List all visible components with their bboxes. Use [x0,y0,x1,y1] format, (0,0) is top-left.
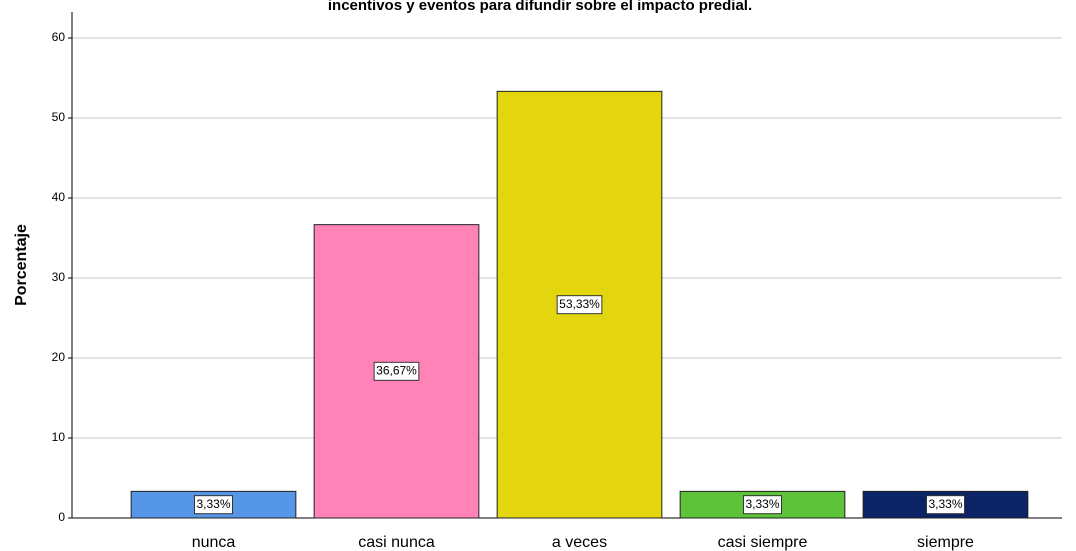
x-tick-label: a veces [552,534,607,551]
x-tick-label: casi siempre [718,534,808,551]
x-tick-label: nunca [192,534,236,551]
value-label: 3,33% [196,497,230,511]
x-tick-label: siempre [917,534,974,551]
value-label-box [742,495,783,515]
value-label: 3,33% [928,497,962,511]
value-label: 3,33% [745,497,779,511]
y-tick-label: 60 [52,30,66,44]
value-label: 36,67% [376,363,417,377]
y-tick-label: 10 [52,430,66,444]
y-tick-label: 30 [52,270,66,284]
value-label-box [193,495,234,515]
y-tick-label: 0 [58,510,65,524]
y-tick-label: 40 [52,190,66,204]
value-label: 53,33% [559,297,600,311]
y-tick-label: 20 [52,350,66,364]
value-label-box [373,361,420,381]
chart-title: incentivos y eventos para difundir sobre… [328,0,752,14]
y-tick-label: 50 [52,110,66,124]
x-tick-label: casi nunca [358,534,435,551]
value-label-box [556,295,603,315]
bar [313,224,480,519]
y-axis-title: Porcentaje [13,224,30,306]
value-label-box [925,495,966,515]
